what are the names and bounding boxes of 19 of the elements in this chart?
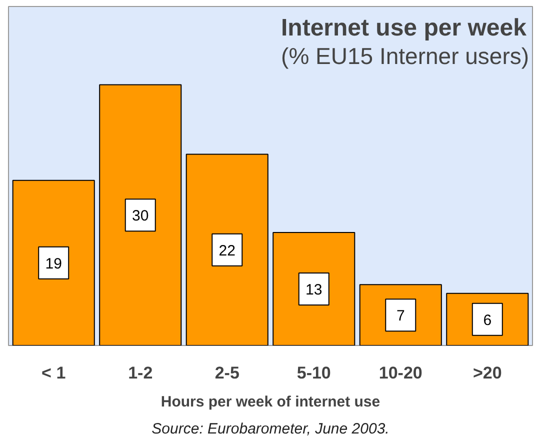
data-label: 22 [218,242,236,260]
data-label: 30 [132,208,149,225]
data-label: 6 [483,312,492,329]
bar [99,84,182,346]
bar [12,180,95,346]
x-tick-label: 2-5 [214,364,240,382]
x-tick-label: 10-20 [378,364,422,382]
chart-title: Internet use per week [281,14,528,42]
data-label: 19 [45,255,62,272]
x-axis-title: Hours per week of internet use [160,394,380,410]
x-tick-label: 5-10 [296,364,331,382]
chart-subtitle: (% EU15 Interner users) [281,43,530,70]
data-label: 7 [396,308,405,325]
x-tick-label: 1-2 [128,364,153,382]
bar [186,154,268,346]
data-label: 13 [306,282,322,298]
x-tick-label: >20 [472,364,502,382]
source-note: Source: Eurobarometer, June 2003. [152,420,390,438]
x-tick-label: < 1 [42,364,66,382]
